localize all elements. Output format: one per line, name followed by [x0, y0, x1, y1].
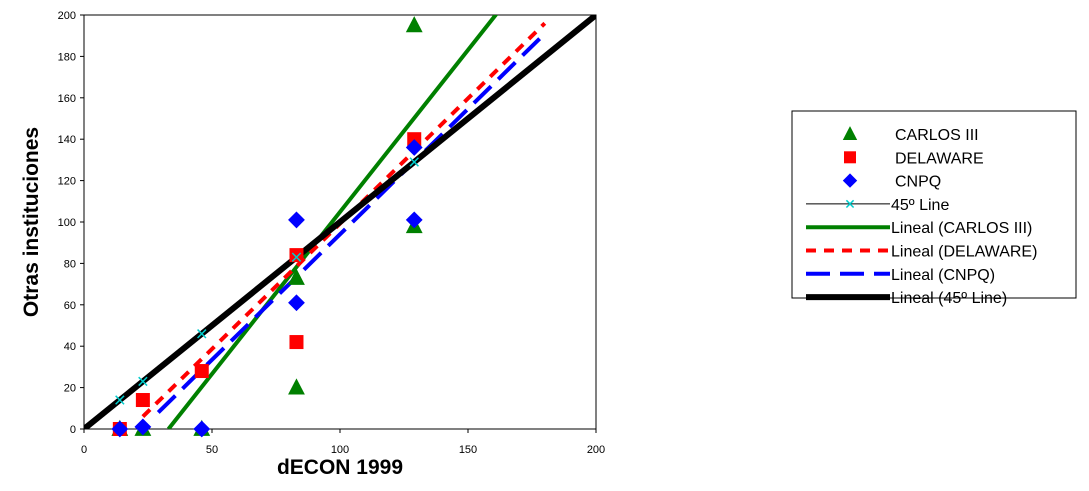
data-point — [197, 329, 207, 339]
y-tick-label: 180 — [58, 51, 76, 63]
trendline — [156, 32, 547, 414]
legend-marker — [845, 199, 855, 209]
trendline — [166, 15, 499, 429]
legend-label: 45º Line — [891, 197, 949, 214]
data-point — [288, 268, 305, 285]
trendline — [84, 15, 596, 429]
y-tick-label: 100 — [58, 217, 76, 229]
legend: CARLOS III DELAWARE CNPQ 45º Line Lineal (CA… — [791, 110, 1077, 307]
data-point — [289, 248, 304, 263]
x-tick-label: 150 — [459, 444, 477, 456]
x-tick-label: 200 — [587, 444, 605, 456]
data-point — [405, 139, 423, 156]
legend-label: DELAWARE — [895, 150, 984, 167]
data-markers — [111, 16, 423, 438]
legend-marker — [842, 173, 858, 188]
data-point — [115, 395, 125, 405]
legend-label: CNPQ — [895, 174, 941, 191]
legend-label: Lineal (CARLOS III) — [891, 220, 1032, 237]
y-axis-ticks: 0 20 40 60 80 100 120 140 160 180 200 — [58, 10, 84, 436]
y-tick-label: 200 — [58, 10, 76, 22]
legend-frame — [791, 110, 1077, 299]
data-point — [288, 378, 305, 395]
trend-lines — [84, 15, 596, 429]
legend-label: Lineal (DELAWARE) — [891, 244, 1037, 261]
data-point — [135, 393, 150, 408]
data-point — [289, 335, 304, 350]
y-tick-label: 20 — [64, 383, 76, 395]
x-mark-stroke — [197, 329, 207, 339]
data-point — [194, 364, 209, 379]
data-point — [288, 294, 305, 312]
x-mark-stroke — [845, 199, 855, 209]
x-tick-label: 100 — [331, 444, 349, 456]
data-point — [288, 211, 305, 229]
y-tick-label: 60 — [64, 300, 76, 312]
data-point — [111, 420, 129, 438]
y-tick-label: 140 — [58, 134, 76, 146]
y-axis-title: Otras instituciones — [20, 127, 43, 317]
x-tick-label: 0 — [81, 444, 87, 456]
y-tick-label: 40 — [64, 341, 76, 353]
data-point — [405, 16, 423, 33]
x-axis-title: dECON 1999 — [277, 456, 403, 479]
data-point — [138, 376, 148, 387]
legend-marker — [842, 126, 858, 140]
x-tick-label: 50 — [206, 444, 218, 456]
legend-label: Lineal (45º Line) — [891, 290, 1007, 307]
x-mark-stroke — [409, 157, 419, 167]
x-mark-stroke — [291, 252, 302, 262]
legend-marker — [844, 151, 856, 164]
x-axis-ticks: 0 50 100 150 200 — [81, 429, 605, 456]
x-mark-stroke — [138, 376, 148, 387]
x-mark-stroke — [115, 395, 125, 405]
legend-label: Lineal (CNPQ) — [891, 267, 995, 284]
data-point — [409, 157, 419, 167]
data-point — [134, 418, 152, 436]
legend-items: CARLOS III DELAWARE CNPQ 45º Line Lineal (CA… — [806, 126, 1037, 307]
data-point — [291, 252, 302, 262]
data-point — [193, 420, 211, 438]
trendline — [141, 21, 547, 419]
y-tick-label: 80 — [64, 258, 76, 270]
y-tick-label: 120 — [58, 176, 76, 188]
y-tick-label: 0 — [70, 424, 76, 436]
y-tick-label: 160 — [58, 93, 76, 105]
plot-area: 0 20 40 60 80 100 120 140 160 180 200 0 50 100 150 200 — [58, 10, 606, 456]
data-point — [405, 211, 423, 229]
legend-label: CARLOS III — [895, 127, 979, 144]
